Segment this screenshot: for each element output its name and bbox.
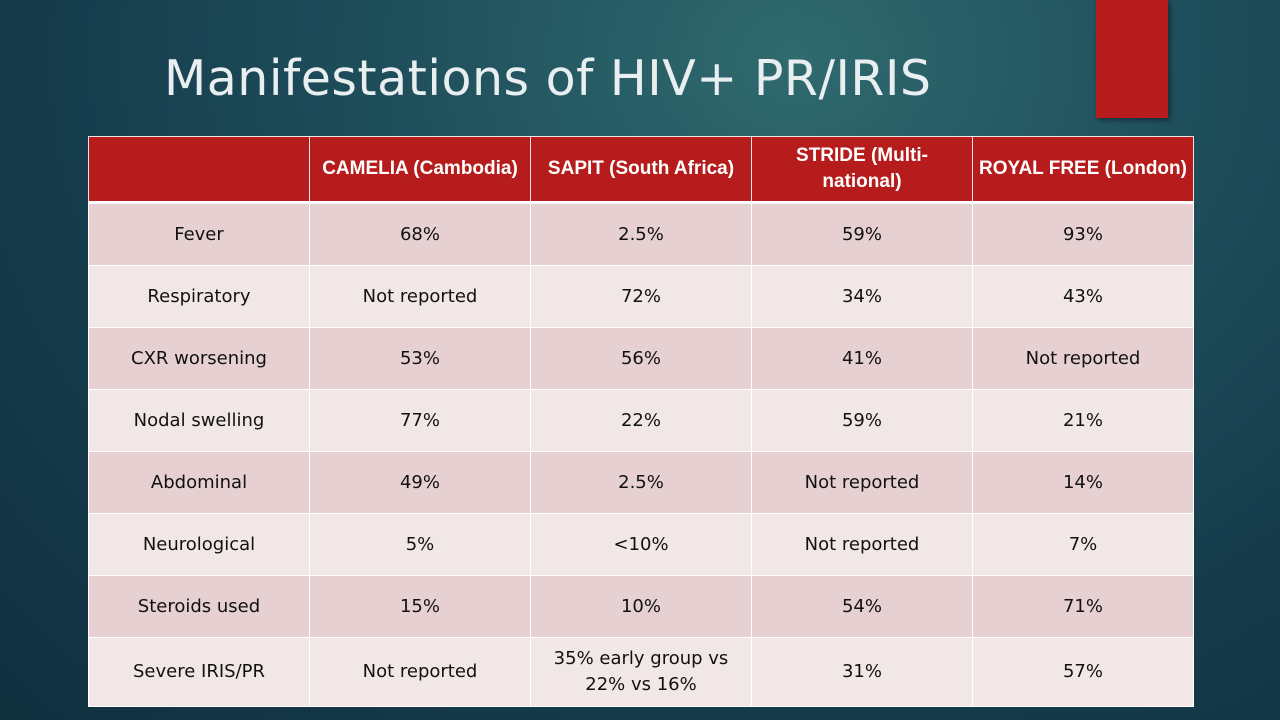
table-row: Severe IRIS/PR Not reported 35% early gr… <box>88 637 1194 707</box>
table-cell: 35% early group vs 22% vs 16% <box>530 637 752 707</box>
table-cell: 72% <box>530 265 752 328</box>
row-label: Steroids used <box>88 575 310 638</box>
table-cell: 93% <box>972 202 1194 266</box>
table-row: Abdominal 49% 2.5% Not reported 14% <box>88 451 1194 514</box>
header-stride: STRIDE (Multi-national) <box>751 136 973 204</box>
table-cell: 2.5% <box>530 451 752 514</box>
table-cell: 10% <box>530 575 752 638</box>
header-camelia: CAMELIA (Cambodia) <box>309 136 531 204</box>
row-label: Nodal swelling <box>88 389 310 452</box>
table-cell: 56% <box>530 327 752 390</box>
row-label: Respiratory <box>88 265 310 328</box>
table-row: Nodal swelling 77% 22% 59% 21% <box>88 389 1194 452</box>
table-row: Fever 68% 2.5% 59% 93% <box>88 202 1194 266</box>
table-cell: 15% <box>309 575 531 638</box>
header-sapit: SAPIT (South Africa) <box>530 136 752 204</box>
table-cell: 59% <box>751 389 973 452</box>
row-label: Abdominal <box>88 451 310 514</box>
header-royal-free: ROYAL FREE (London) <box>972 136 1194 204</box>
table-cell: Not reported <box>309 265 531 328</box>
table-cell: 21% <box>972 389 1194 452</box>
table-cell: 77% <box>309 389 531 452</box>
row-label: CXR worsening <box>88 327 310 390</box>
table-cell: 43% <box>972 265 1194 328</box>
table-cell: 57% <box>972 637 1194 707</box>
red-accent-tab <box>1096 0 1168 118</box>
table-row: Respiratory Not reported 72% 34% 43% <box>88 265 1194 328</box>
table-cell: 68% <box>309 202 531 266</box>
row-label: Fever <box>88 202 310 266</box>
row-label: Neurological <box>88 513 310 576</box>
table-cell: 31% <box>751 637 973 707</box>
table-cell: 71% <box>972 575 1194 638</box>
table-cell: <10% <box>530 513 752 576</box>
table-cell: Not reported <box>751 451 973 514</box>
table-cell: Not reported <box>972 327 1194 390</box>
header-empty-cell <box>88 136 310 204</box>
manifestations-table: CAMELIA (Cambodia) SAPIT (South Africa) … <box>88 136 1194 707</box>
table-cell: Not reported <box>309 637 531 707</box>
table-cell: 5% <box>309 513 531 576</box>
table-cell: 41% <box>751 327 973 390</box>
table-cell: 7% <box>972 513 1194 576</box>
table-cell: 49% <box>309 451 531 514</box>
row-label: Severe IRIS/PR <box>88 637 310 707</box>
table-cell: 34% <box>751 265 973 328</box>
table-row: Neurological 5% <10% Not reported 7% <box>88 513 1194 576</box>
table-row: CXR worsening 53% 56% 41% Not reported <box>88 327 1194 390</box>
table-header-row: CAMELIA (Cambodia) SAPIT (South Africa) … <box>88 136 1194 204</box>
table-cell: 14% <box>972 451 1194 514</box>
slide-title: Manifestations of HIV+ PR/IRIS <box>164 50 932 107</box>
table-cell: 53% <box>309 327 531 390</box>
table-cell: Not reported <box>751 513 973 576</box>
table-cell: 2.5% <box>530 202 752 266</box>
table-row: Steroids used 15% 10% 54% 71% <box>88 575 1194 638</box>
table-cell: 54% <box>751 575 973 638</box>
table-cell: 59% <box>751 202 973 266</box>
table-cell: 22% <box>530 389 752 452</box>
